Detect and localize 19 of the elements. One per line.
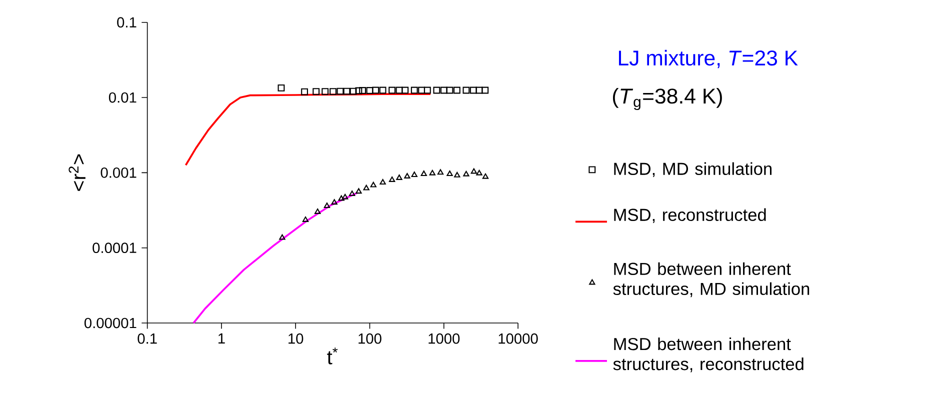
y-tick-label: 0.00001	[84, 318, 136, 328]
x-tick-label: 1000	[428, 333, 460, 344]
x-axis-title: t$^{*}$	[327, 348, 338, 364]
x-tick-label: 10	[288, 333, 304, 344]
x-tick-label: 0.1	[138, 333, 157, 344]
y-axis-title: <r$^{2}$>	[68, 154, 86, 191]
legend-label: MSD, reconstructed	[614, 208, 766, 224]
y-tick-label: 0.01	[108, 92, 136, 103]
y-tick-label: 0.001	[100, 168, 136, 178]
legend-label: MSD, MD simulation	[614, 162, 772, 178]
y-tick-label: 0.1	[117, 17, 136, 28]
x-tick-label: 1	[218, 333, 225, 344]
text: LJ mixture, T=23 K	[618, 50, 798, 68]
legend-label: MSD between inherent structures, MD simulation	[613, 262, 810, 298]
x-tick-label: 10000	[498, 333, 538, 344]
legend-label: MSD between inherent structures, reconstructed	[613, 337, 804, 372]
x-tick-label: 100	[358, 333, 382, 344]
text: (T$_{g}$=38.4 K)	[612, 88, 722, 110]
y-tick-label: 0.0001	[92, 242, 136, 254]
